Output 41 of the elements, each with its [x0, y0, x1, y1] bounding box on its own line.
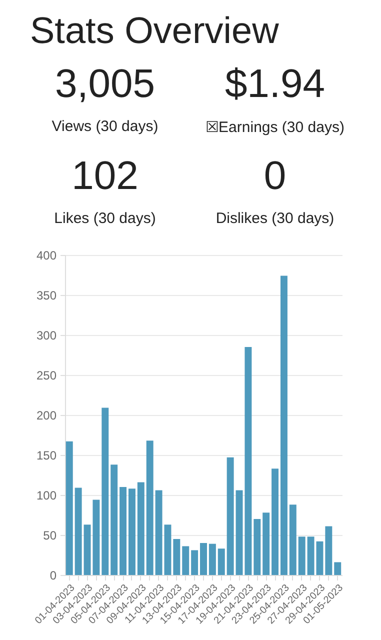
text: 3,005	[54, 62, 156, 106]
bar	[66, 441, 73, 575]
text: Stats Overview	[30, 10, 279, 52]
bar	[334, 562, 342, 575]
y-tick-label: 200	[36, 408, 57, 422]
y-tick-label: 150	[36, 448, 57, 462]
text: 102	[70, 154, 140, 198]
bar	[128, 488, 136, 575]
bar	[200, 543, 207, 575]
bar	[262, 512, 270, 575]
text: Likes (30 days)	[53, 210, 157, 227]
bar	[191, 550, 198, 575]
text: Views (30 days)	[50, 118, 160, 135]
y-tick-label: 350	[36, 288, 57, 302]
bar	[280, 276, 288, 575]
bar	[173, 539, 180, 575]
y-tick-label: 0	[50, 568, 57, 582]
bar	[137, 482, 144, 575]
bar	[254, 519, 261, 575]
bar	[218, 548, 225, 575]
text: Dislikes (30 days)	[214, 210, 336, 227]
bar	[120, 487, 127, 575]
bar	[325, 526, 332, 575]
y-tick-label: 300	[36, 328, 57, 342]
bar	[102, 408, 109, 575]
bar	[146, 440, 154, 575]
y-tick-label: 250	[36, 368, 57, 382]
bar	[110, 464, 118, 575]
y-tick-label: 100	[36, 488, 57, 502]
bar	[298, 536, 306, 575]
bar	[182, 546, 190, 575]
bar	[289, 504, 296, 575]
bar	[226, 457, 234, 575]
text: 0	[262, 154, 288, 198]
bar	[272, 468, 279, 575]
y-tick-label: 400	[36, 248, 57, 262]
y-tick-label: 50	[43, 528, 57, 542]
bar	[208, 544, 216, 575]
text: $1.94	[224, 62, 326, 106]
bar	[74, 488, 82, 575]
text: ☒Earnings (30 days)	[204, 118, 346, 136]
